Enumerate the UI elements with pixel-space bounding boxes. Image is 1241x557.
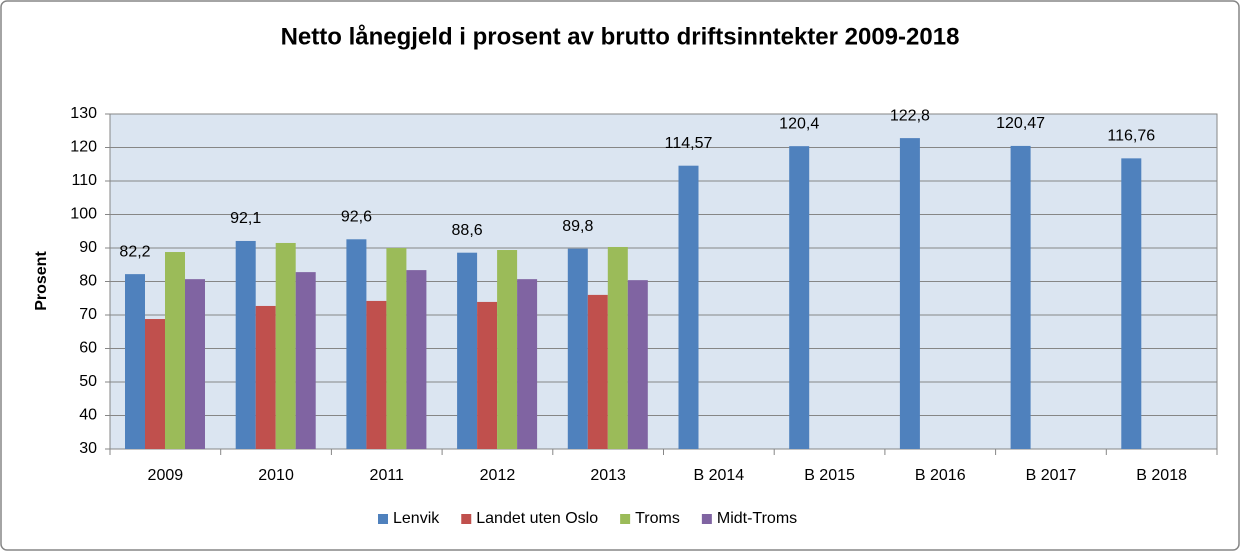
bar: [457, 252, 478, 449]
bar: [477, 301, 498, 449]
data-label: 89,8: [562, 218, 593, 235]
x-tick-label: B 2017: [1026, 467, 1077, 484]
data-label: 92,1: [230, 210, 261, 227]
x-tick-label: 2011: [370, 467, 405, 484]
legend-swatch: [378, 514, 388, 524]
y-tick-label: 100: [70, 206, 97, 223]
bar: [255, 305, 276, 449]
data-label: 114,57: [665, 135, 713, 152]
bar: [386, 248, 407, 449]
data-label: 82,2: [119, 243, 150, 260]
y-tick-label: 40: [79, 407, 97, 424]
y-tick-label: 80: [79, 273, 97, 290]
bar: [145, 319, 165, 449]
x-tick-label: 2013: [590, 467, 626, 484]
bar: [1010, 145, 1031, 449]
data-label: 92,6: [341, 209, 372, 226]
bar: [678, 165, 699, 450]
y-tick-label: 60: [79, 340, 97, 357]
bar: [899, 138, 920, 449]
bar: [789, 146, 810, 449]
bar: [587, 294, 608, 449]
data-label: 120,47: [996, 115, 1045, 132]
y-tick-label: 90: [79, 239, 97, 256]
bar: [1121, 158, 1142, 449]
x-tick-label: 2012: [480, 467, 516, 484]
x-tick-label: B 2018: [1136, 467, 1187, 484]
bar: [366, 300, 387, 449]
bar: [497, 250, 518, 449]
x-tick-label: B 2014: [693, 467, 744, 484]
legend-label: Troms: [635, 510, 680, 527]
legend-label: Midt-Troms: [717, 510, 797, 527]
bar: [346, 239, 367, 449]
y-tick-label: 110: [71, 172, 97, 189]
bar: [627, 280, 648, 449]
bar: [295, 272, 316, 449]
data-label: 122,8: [890, 107, 930, 124]
x-tick-label: 2010: [258, 467, 294, 484]
data-label: 116,76: [1107, 128, 1155, 145]
bar: [406, 270, 427, 449]
bar: [567, 248, 588, 449]
legend-swatch: [461, 514, 472, 524]
legend-label: Lenvik: [393, 510, 440, 527]
y-tick-label: 120: [70, 139, 97, 156]
legend-label: Landet uten Oslo: [476, 510, 598, 527]
y-tick-label: 30: [79, 440, 97, 457]
y-axis-label: Prosent: [33, 251, 50, 311]
x-tick-label: 2009: [148, 467, 184, 484]
chart-title: Netto lånegjeld i prosent av brutto drif…: [281, 23, 960, 50]
bar: [607, 246, 628, 449]
bar: [125, 274, 145, 449]
legend-swatch: [620, 514, 631, 524]
bar: [235, 240, 256, 449]
x-tick-label: B 2015: [804, 467, 855, 484]
y-tick-label: 50: [79, 373, 97, 390]
y-tick-label: 70: [79, 306, 97, 323]
x-tick-label: B 2016: [915, 467, 966, 484]
bar: [165, 252, 185, 449]
data-label: 120,4: [779, 115, 819, 132]
bar: [275, 242, 296, 449]
data-label: 88,6: [452, 222, 483, 239]
legend-swatch: [701, 514, 712, 524]
y-tick-label: 130: [70, 105, 97, 122]
bar: [517, 279, 538, 449]
bar: [185, 279, 205, 449]
